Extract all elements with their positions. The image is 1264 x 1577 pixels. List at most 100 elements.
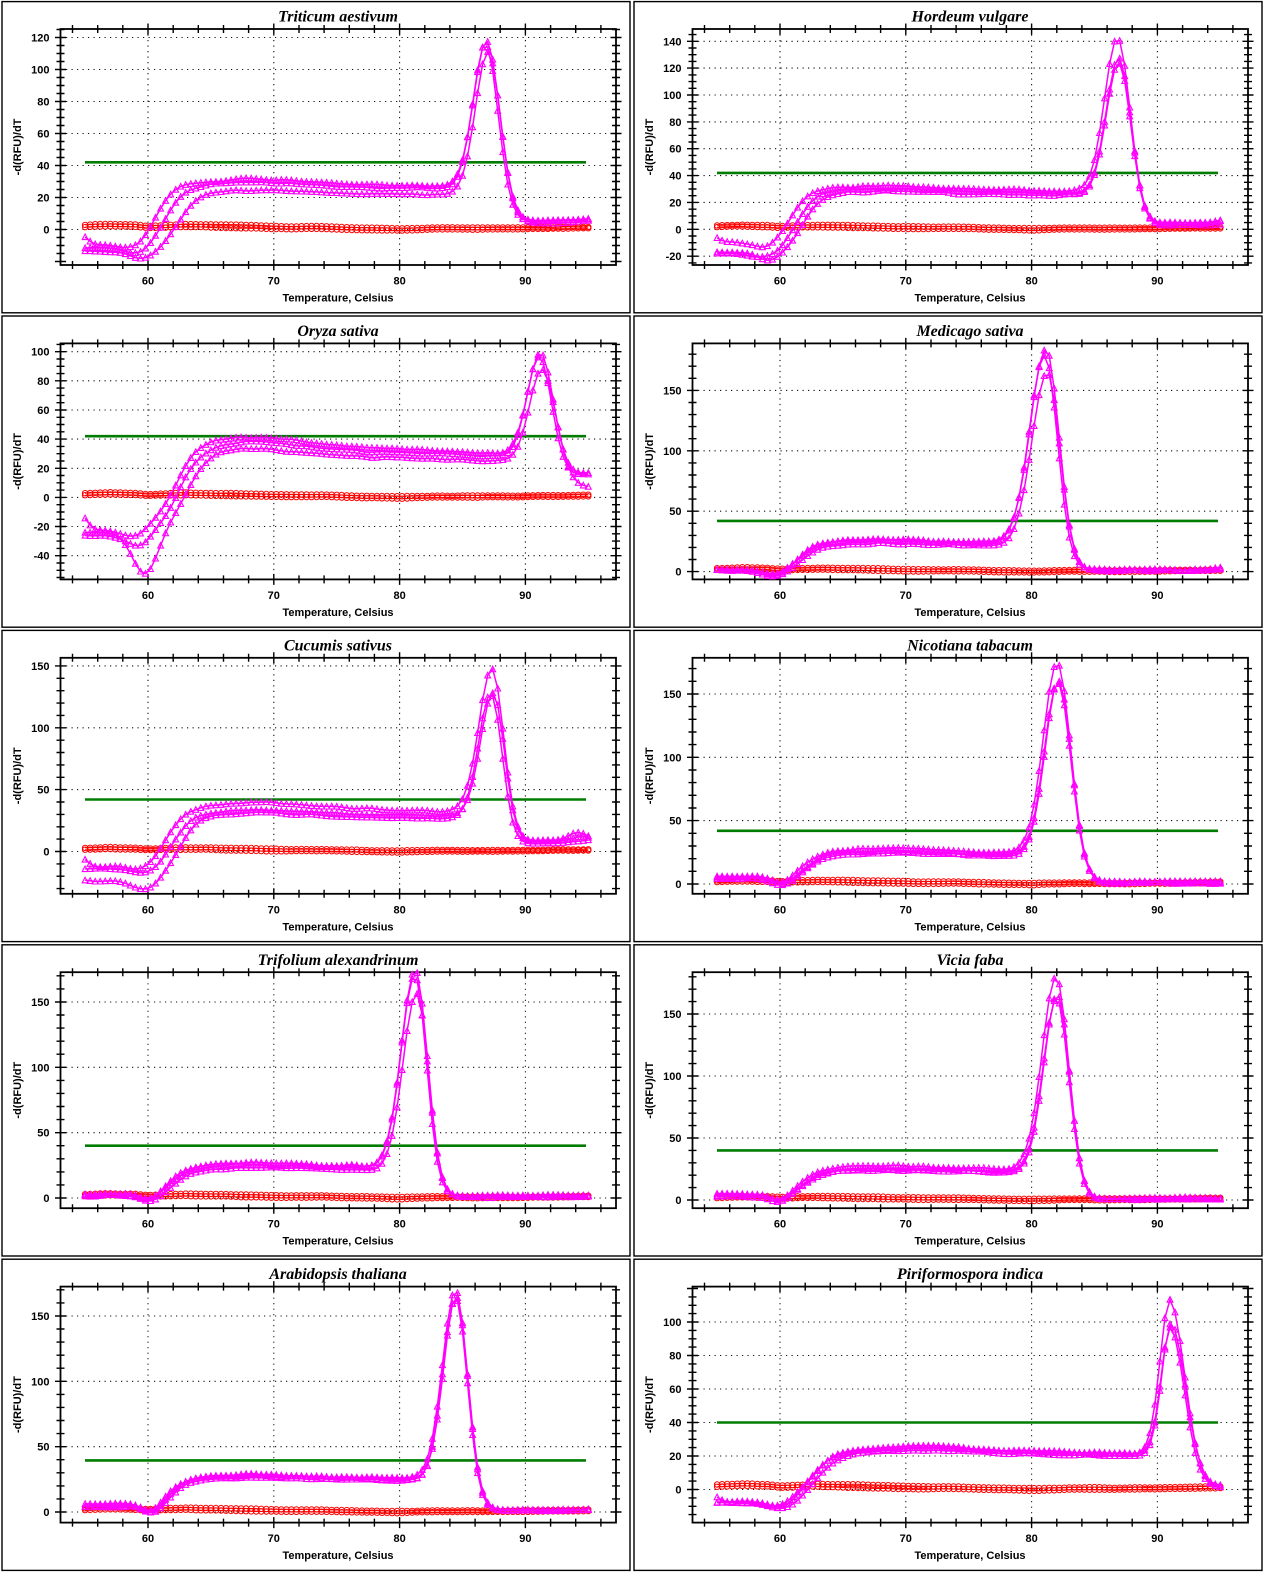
svg-text:-d(RFU)/dT: -d(RFU)/dT (644, 118, 656, 175)
svg-text:0: 0 (675, 1195, 681, 1207)
svg-text:-20: -20 (34, 522, 50, 534)
svg-text:80: 80 (1025, 1533, 1037, 1545)
svg-text:Trifolium alexandrinum: Trifolium alexandrinum (258, 952, 419, 969)
svg-text:90: 90 (1151, 904, 1163, 916)
svg-text:Temperature, Celsius: Temperature, Celsius (282, 1550, 393, 1562)
svg-text:0: 0 (675, 1485, 681, 1497)
svg-text:90: 90 (1151, 1533, 1163, 1545)
svg-text:60: 60 (37, 405, 49, 417)
svg-text:50: 50 (669, 506, 681, 518)
svg-text:Temperature, Celsius: Temperature, Celsius (914, 921, 1025, 933)
svg-text:150: 150 (663, 1009, 681, 1021)
svg-text:20: 20 (37, 463, 49, 475)
svg-text:0: 0 (675, 224, 681, 236)
svg-text:60: 60 (774, 590, 786, 602)
svg-text:150: 150 (31, 997, 49, 1009)
svg-text:90: 90 (1151, 1219, 1163, 1231)
svg-text:-d(RFU)/dT: -d(RFU)/dT (644, 1376, 656, 1433)
svg-text:60: 60 (669, 144, 681, 156)
svg-text:80: 80 (1025, 590, 1037, 602)
svg-text:60: 60 (37, 129, 49, 141)
svg-text:-d(RFU)/dT: -d(RFU)/dT (12, 118, 24, 175)
svg-text:100: 100 (663, 1071, 681, 1083)
svg-text:90: 90 (519, 1533, 531, 1545)
svg-text:-d(RFU)/dT: -d(RFU)/dT (12, 433, 24, 490)
svg-text:100: 100 (31, 65, 49, 77)
svg-text:80: 80 (393, 276, 405, 288)
svg-text:Arabidopsis thaliana: Arabidopsis thaliana (268, 1266, 406, 1283)
svg-text:Temperature, Celsius: Temperature, Celsius (282, 293, 393, 305)
svg-text:70: 70 (268, 1219, 280, 1231)
svg-text:Oryza sativa: Oryza sativa (297, 323, 378, 340)
svg-text:90: 90 (1151, 590, 1163, 602)
svg-text:0: 0 (43, 225, 49, 237)
svg-text:Vicia faba: Vicia faba (936, 952, 1003, 969)
svg-text:80: 80 (393, 904, 405, 916)
svg-text:100: 100 (663, 752, 681, 764)
svg-text:Temperature, Celsius: Temperature, Celsius (282, 607, 393, 619)
svg-text:70: 70 (900, 1219, 912, 1231)
svg-text:80: 80 (393, 1219, 405, 1231)
svg-text:-d(RFU)/dT: -d(RFU)/dT (644, 747, 656, 804)
svg-text:100: 100 (663, 1317, 681, 1329)
svg-text:100: 100 (31, 1062, 49, 1074)
svg-text:150: 150 (663, 689, 681, 701)
svg-text:60: 60 (669, 1384, 681, 1396)
svg-text:100: 100 (31, 347, 49, 359)
svg-text:20: 20 (669, 1451, 681, 1463)
svg-text:Temperature, Celsius: Temperature, Celsius (282, 1236, 393, 1248)
svg-text:50: 50 (669, 1133, 681, 1145)
svg-text:70: 70 (268, 590, 280, 602)
svg-text:70: 70 (900, 904, 912, 916)
svg-text:150: 150 (663, 385, 681, 397)
svg-text:0: 0 (675, 879, 681, 891)
svg-text:90: 90 (519, 904, 531, 916)
svg-text:100: 100 (663, 90, 681, 102)
svg-text:Temperature, Celsius: Temperature, Celsius (914, 293, 1025, 305)
svg-text:70: 70 (268, 276, 280, 288)
svg-text:0: 0 (43, 1507, 49, 1519)
svg-text:120: 120 (31, 33, 49, 45)
svg-text:150: 150 (31, 661, 49, 673)
svg-text:80: 80 (669, 1351, 681, 1363)
svg-text:70: 70 (900, 276, 912, 288)
svg-text:70: 70 (268, 1533, 280, 1545)
svg-text:Triticum aestivum: Triticum aestivum (278, 9, 398, 26)
svg-text:150: 150 (31, 1311, 49, 1323)
svg-text:Cucumis sativus: Cucumis sativus (284, 637, 392, 654)
svg-text:20: 20 (669, 197, 681, 209)
svg-text:140: 140 (663, 36, 681, 48)
svg-text:60: 60 (142, 1219, 154, 1231)
svg-text:40: 40 (37, 161, 49, 173)
svg-text:80: 80 (669, 117, 681, 129)
svg-text:80: 80 (393, 590, 405, 602)
svg-text:Piriformospora indica: Piriformospora indica (896, 1266, 1043, 1283)
svg-text:70: 70 (900, 1533, 912, 1545)
svg-text:50: 50 (37, 785, 49, 797)
svg-text:90: 90 (1151, 276, 1163, 288)
svg-text:0: 0 (43, 492, 49, 504)
svg-text:80: 80 (37, 97, 49, 109)
svg-text:0: 0 (43, 847, 49, 859)
svg-text:70: 70 (900, 590, 912, 602)
svg-text:0: 0 (675, 567, 681, 579)
svg-text:100: 100 (31, 723, 49, 735)
svg-text:-20: -20 (666, 251, 682, 263)
svg-text:80: 80 (1025, 904, 1037, 916)
svg-text:60: 60 (142, 276, 154, 288)
svg-text:80: 80 (393, 1533, 405, 1545)
svg-text:Temperature, Celsius: Temperature, Celsius (282, 921, 393, 933)
svg-text:80: 80 (37, 376, 49, 388)
svg-text:40: 40 (669, 171, 681, 183)
svg-text:50: 50 (37, 1128, 49, 1140)
svg-text:40: 40 (37, 434, 49, 446)
svg-text:-d(RFU)/dT: -d(RFU)/dT (644, 433, 656, 490)
svg-text:60: 60 (774, 1219, 786, 1231)
svg-text:-d(RFU)/dT: -d(RFU)/dT (12, 1376, 24, 1433)
svg-text:Medicago sativa: Medicago sativa (915, 323, 1023, 340)
svg-text:90: 90 (519, 1219, 531, 1231)
svg-text:-d(RFU)/dT: -d(RFU)/dT (644, 1062, 656, 1119)
svg-text:90: 90 (519, 276, 531, 288)
svg-text:40: 40 (669, 1418, 681, 1430)
svg-text:Nicotiana tabacum: Nicotiana tabacum (906, 637, 1033, 654)
